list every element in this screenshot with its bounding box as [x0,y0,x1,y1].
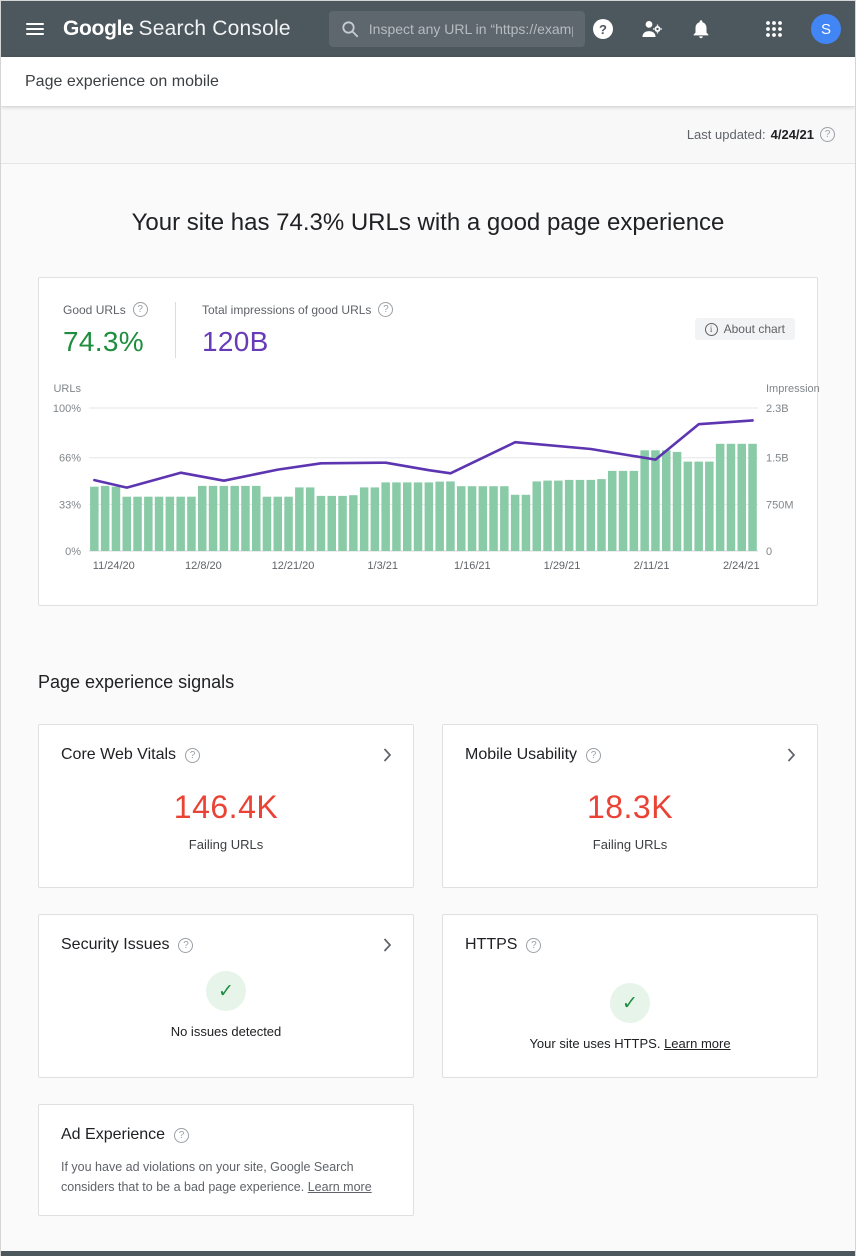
good-urls-label: Good URLs [63,302,126,317]
svg-text:0%: 0% [65,546,81,558]
svg-text:Impressions: Impressions [766,383,819,395]
security-issues-help-icon[interactable] [178,937,194,953]
chevron-right-icon[interactable] [375,743,399,767]
product-name: Search Console [138,17,291,40]
core-web-vitals-card[interactable]: Core Web Vitals 146.4K Failing URLs [38,724,414,888]
ad-experience-help-icon[interactable] [174,1127,190,1143]
apps-grid-icon [766,21,782,37]
chart-summary-row: Good URLs 74.3% Total impressions of goo… [39,278,817,358]
account-avatar[interactable]: S [811,14,841,44]
url-inspect-searchbox[interactable] [328,11,585,47]
good-urls-help-icon[interactable] [132,302,148,317]
svg-text:66%: 66% [59,453,81,465]
svg-text:1.5B: 1.5B [766,453,789,465]
mobile-usability-title: Mobile Usability [465,746,578,763]
manage-users-button[interactable] [634,11,670,47]
mobile-usability-help-icon[interactable] [586,747,602,763]
chevron-right-icon[interactable] [375,933,399,957]
user-settings-icon [642,21,662,37]
success-check-icon [206,971,246,1011]
menu-button[interactable] [17,11,53,47]
security-issues-card[interactable]: Security Issues No issues detected [38,914,414,1078]
https-title: HTTPS [465,936,518,953]
appbar-actions: ? [585,11,841,47]
good-urls-metric: Good URLs 74.3% [63,302,175,358]
google-apps-button[interactable] [756,11,792,47]
svg-text:750M: 750M [766,499,794,511]
svg-text:33%: 33% [59,499,81,511]
security-issues-title: Security Issues [61,936,170,953]
core-web-vitals-title: Core Web Vitals [61,746,177,763]
chart-card: Good URLs 74.3% Total impressions of goo… [38,277,826,606]
help-icon: ? [593,19,613,39]
notifications-button[interactable] [683,11,719,47]
google-wordmark: Google [63,17,134,40]
app-logo: Google Search Console [63,17,291,41]
svg-text:100%: 100% [53,403,81,415]
hamburger-icon [26,20,44,38]
signals-heading: Page experience signals [38,672,235,692]
impressions-label: Total impressions of good URLs [202,302,372,317]
ad-experience-title: Ad Experience [61,1126,166,1143]
signal-cards-grid: Core Web Vitals 146.4K Failing URLs Mobi… [38,724,818,1216]
window-bottom-edge [1,1251,855,1256]
info-icon [704,322,718,336]
https-status: Your site uses HTTPS. [529,1036,661,1051]
svg-text:URLs: URLs [53,383,81,395]
ad-experience-card: Ad Experience If you have ad violations … [38,1104,414,1216]
core-web-vitals-help-icon[interactable] [185,747,201,763]
last-updated-help-icon[interactable] [820,127,835,142]
about-chart-label: About chart [723,322,785,336]
https-learn-more-link[interactable]: Learn more [664,1036,731,1051]
breadcrumb: Page experience on mobile [1,57,855,106]
status-strip: Last updated: 4/24/21 [1,106,855,164]
main-content: Good URLs 74.3% Total impressions of goo… [38,277,826,1216]
svg-text:1/16/21: 1/16/21 [454,560,491,572]
page-experience-chart[interactable]: 100% 2.3B 66% 1.5B 33% 750M 0% 0 URLs Impressions… [39,378,826,595]
help-button[interactable]: ? [585,11,621,47]
https-help-icon[interactable] [526,937,542,953]
search-input[interactable] [368,21,573,37]
svg-text:1/3/21: 1/3/21 [367,560,398,572]
svg-text:0: 0 [766,546,772,558]
last-updated-date: 4/24/21 [770,127,814,142]
impressions-metric: Total impressions of good URLs 120B [202,302,394,358]
mobile-usability-label: Failing URLs [592,837,668,852]
success-check-icon [610,983,650,1023]
last-updated-label: Last updated: [686,127,766,142]
security-issues-status: No issues detected [170,1024,282,1039]
mobile-usability-value: 18.3K [586,789,674,825]
page-title: Page experience on mobile [25,72,219,90]
svg-text:12/21/20: 12/21/20 [272,560,315,572]
bell-icon [693,20,709,39]
svg-text:1/29/21: 1/29/21 [544,560,581,572]
impressions-value: 120B [202,326,269,357]
good-urls-value: 74.3% [63,326,144,357]
search-icon [342,21,358,38]
ad-experience-body: If you have ad violations on your site, … [61,1160,354,1194]
about-chart-button[interactable]: About chart [694,318,795,340]
core-web-vitals-value: 146.4K [173,789,279,825]
report-headline: Your site has 74.3% URLs with a good pag… [131,209,725,236]
svg-text:12/8/20: 12/8/20 [185,560,222,572]
core-web-vitals-label: Failing URLs [188,837,264,852]
mobile-usability-card[interactable]: Mobile Usability 18.3K Failing URLs [442,724,818,888]
impressions-help-icon[interactable] [378,302,394,317]
https-card: HTTPS Your site uses HTTPS. Learn more [442,914,818,1078]
svg-text:11/24/20: 11/24/20 [93,560,135,572]
metric-divider [175,302,176,358]
svg-text:2.3B: 2.3B [766,403,789,415]
svg-text:2/11/21: 2/11/21 [634,560,670,572]
ad-experience-learn-more-link[interactable]: Learn more [307,1180,372,1194]
svg-text:2/24/21: 2/24/21 [723,560,760,572]
chevron-right-icon[interactable] [779,743,803,767]
